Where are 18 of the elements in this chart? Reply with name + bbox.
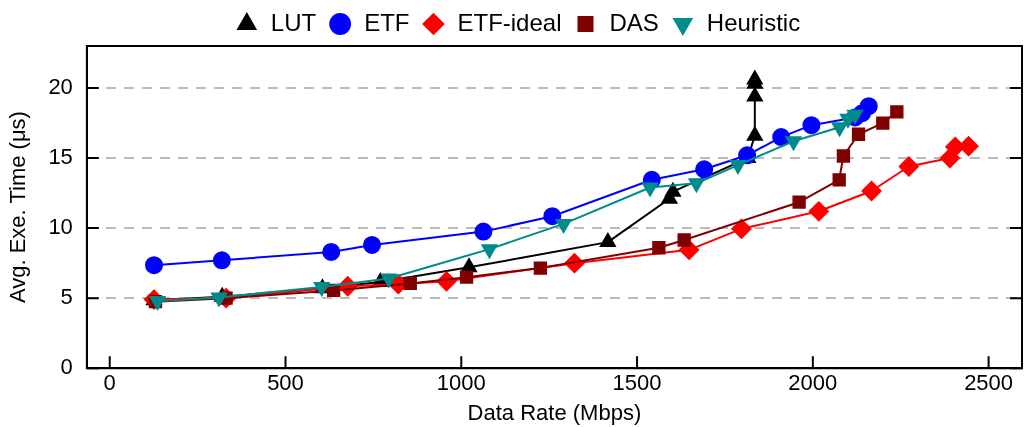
x-tick-label: 1000: [436, 370, 486, 396]
x-tick-label: 1500: [612, 370, 662, 396]
y-tick-label: 20: [48, 74, 73, 100]
x-axis-title: Data Rate (Mbps): [467, 399, 642, 425]
x-tick-label: 500: [267, 370, 304, 396]
legend-label: LUT: [270, 8, 317, 36]
y-tick-label: 10: [48, 214, 73, 240]
x-tick-label: 2500: [964, 370, 1014, 396]
legend-label: ETF: [364, 8, 410, 36]
y-axis-title: Avg. Exe. Time (μs): [5, 111, 31, 304]
y-tick-label: 5: [60, 284, 73, 310]
y-tick-label: 0: [60, 354, 73, 380]
y-tick-label: 15: [48, 144, 73, 170]
x-tick-label: 2000: [788, 370, 838, 396]
legend-label: DAS: [609, 8, 659, 36]
x-tick-label: 0: [103, 370, 116, 396]
legend-label: ETF-ideal: [457, 8, 562, 36]
legend-label: Heuristic: [706, 8, 801, 36]
